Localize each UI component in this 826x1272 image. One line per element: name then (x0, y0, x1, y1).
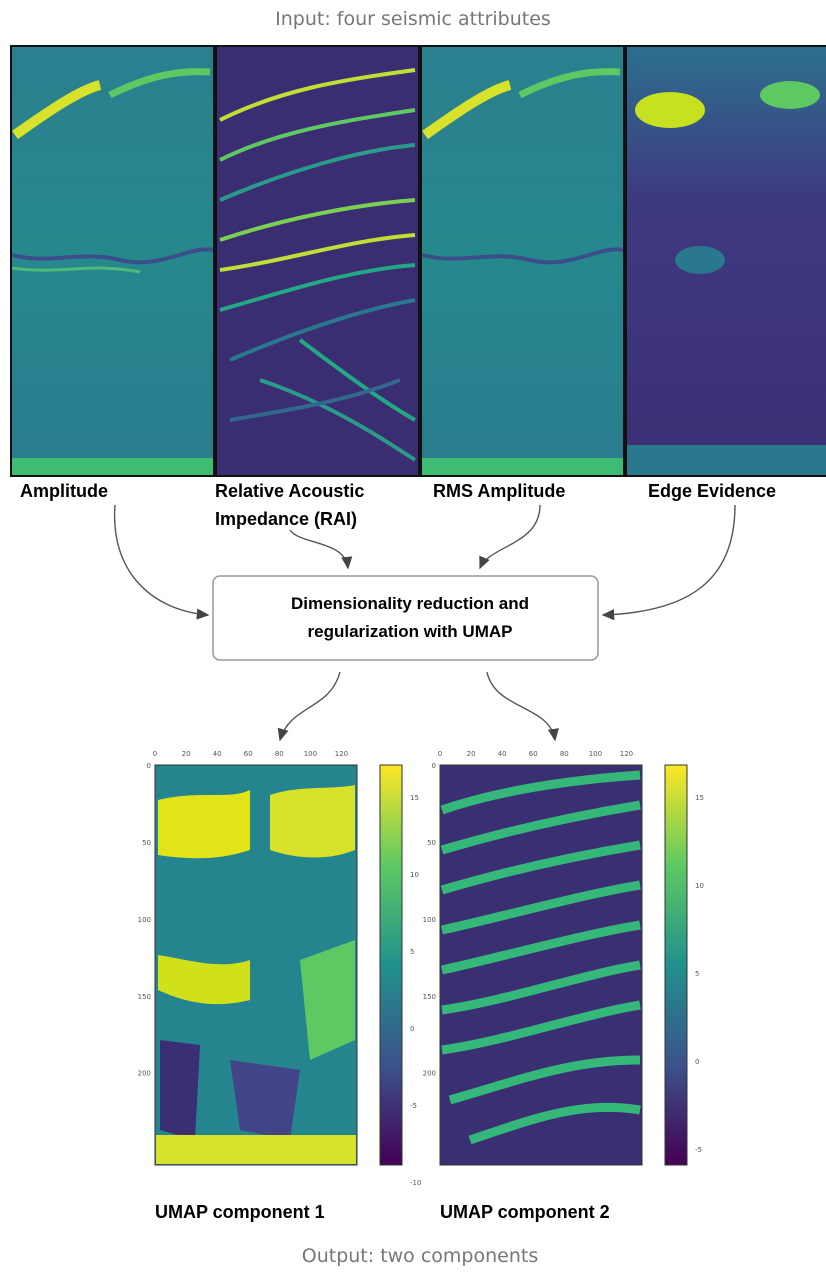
colorbar-tick-label: 5 (410, 948, 414, 956)
y-tick-label: 200 (138, 1070, 151, 1078)
x-tick-label: 100 (304, 750, 317, 758)
input-label: RMS Amplitude (433, 481, 565, 501)
colorbar-tick-label: 10 (410, 871, 419, 879)
y-tick-label: 50 (427, 839, 436, 847)
colorbar-tick-label: 0 (695, 1058, 699, 1066)
colorbar-tick-label: 15 (695, 794, 704, 802)
colorbar-tick-label: 15 (410, 794, 419, 802)
process-text: regularization with UMAP (308, 622, 513, 641)
input-labels: Amplitude Relative Acoustic Impedance (R… (20, 481, 776, 529)
process-box (213, 576, 598, 660)
process-text: Dimensionality reduction and (291, 594, 529, 613)
title: Input: four seismic attributes (275, 8, 551, 30)
y-tick-label: 200 (423, 1070, 436, 1078)
x-tick-label: 100 (589, 750, 602, 758)
y-tick-label: 100 (423, 916, 436, 924)
x-tick-label: 120 (620, 750, 633, 758)
input-label: Edge Evidence (648, 481, 776, 501)
input-label: Amplitude (20, 481, 108, 501)
x-tick-label: 80 (275, 750, 284, 758)
y-tick-label: 0 (147, 762, 151, 770)
colorbar-tick-label: 0 (410, 1025, 414, 1033)
x-tick-label: 40 (213, 750, 222, 758)
x-tick-label: 60 (529, 750, 538, 758)
x-tick-label: 80 (560, 750, 569, 758)
y-tick-label: 0 (432, 762, 436, 770)
y-tick-label: 100 (138, 916, 151, 924)
y-tick-label: 150 (138, 993, 151, 1001)
x-tick-label: 0 (438, 750, 442, 758)
x-tick-label: 0 (153, 750, 157, 758)
colorbar-tick-label: 5 (695, 970, 699, 978)
x-tick-label: 40 (498, 750, 507, 758)
output-1 (155, 765, 402, 1165)
y-tick-label: 50 (142, 839, 151, 847)
x-tick-label: 60 (244, 750, 253, 758)
colorbar-tick-label: -5 (410, 1102, 417, 1110)
output-2 (440, 765, 687, 1165)
output-label: UMAP component 2 (440, 1202, 610, 1222)
x-tick-label: 120 (335, 750, 348, 758)
input-label: Relative Acoustic (215, 481, 364, 501)
output-label: UMAP component 1 (155, 1202, 325, 1222)
x-tick-label: 20 (182, 750, 191, 758)
y-tick-label: 150 (423, 993, 436, 1001)
x-tick-label: 20 (467, 750, 476, 758)
footer-caption: Output: two components (302, 1245, 538, 1267)
colorbar-tick-label: 10 (695, 882, 704, 890)
input-panels (10, 45, 826, 477)
page: Input: four seismic attributes Amplitude… (0, 0, 826, 1272)
input-label: Impedance (RAI) (215, 509, 357, 529)
colorbar-tick-label: -10 (410, 1179, 421, 1187)
colorbar-tick-label: -5 (695, 1146, 702, 1154)
